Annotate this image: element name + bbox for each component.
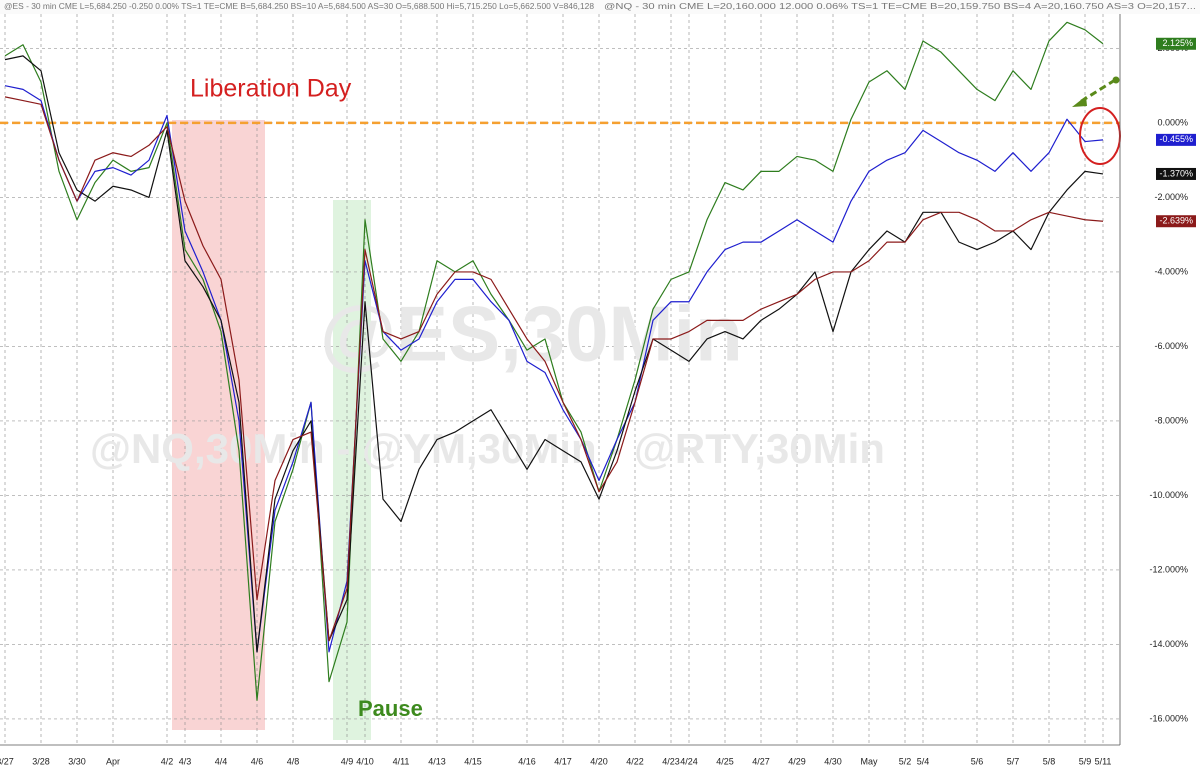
value-label-box xyxy=(1156,215,1196,228)
x-tick-label: 4/22 xyxy=(626,756,644,766)
y-tick-label: -8.000% xyxy=(1154,415,1188,425)
x-tick-label: 4/30 xyxy=(824,756,842,766)
value-label: -1.370% xyxy=(1159,168,1193,178)
x-tick-label: 5/4 xyxy=(917,756,930,766)
x-tick-label: 4/15 xyxy=(464,756,482,766)
x-tick-label: 4/3 xyxy=(179,756,192,766)
header-bar xyxy=(0,0,1200,14)
y-tick-label: -6.000% xyxy=(1154,341,1188,351)
series-line xyxy=(4,21,1104,701)
x-tick-label: 5/7 xyxy=(1007,756,1020,766)
x-tick-label: 5/11 xyxy=(1095,756,1112,766)
watermark: @ES,30Min xyxy=(320,290,743,378)
liberation-band xyxy=(172,120,265,730)
x-tick-label: Apr xyxy=(106,756,120,766)
x-tick-label: 4/20 xyxy=(590,756,608,766)
x-tick-label: 4/13 xyxy=(428,756,446,766)
value-label-box xyxy=(1156,133,1196,146)
value-label-box xyxy=(1156,167,1196,180)
x-tick-label: 5/6 xyxy=(971,756,984,766)
x-tick-label: 4/9 xyxy=(341,756,354,766)
series-line xyxy=(4,55,1104,653)
x-tick-label: 5/2 xyxy=(899,756,912,766)
x-tick-label: 4/6 xyxy=(251,756,264,766)
x-tick-label: 4/24 xyxy=(680,756,698,766)
x-tick-label: 4/11 xyxy=(393,756,410,766)
pause-band xyxy=(333,200,371,740)
arrow-tail xyxy=(1112,76,1120,84)
x-tick-label: 4/8 xyxy=(287,756,300,766)
y-tick-label: -2.000% xyxy=(1154,192,1188,202)
annotation: Liberation Day xyxy=(190,75,352,103)
x-tick-label: 4/17 xyxy=(554,756,572,766)
x-tick-label: May xyxy=(860,756,878,766)
watermark: @NQ,30Min - @YM,30Min - @RTY,30Min xyxy=(90,425,885,472)
value-label: -0.455% xyxy=(1159,134,1193,144)
x-tick-label: 3/30 xyxy=(68,756,86,766)
y-tick-label: -16.000% xyxy=(1149,713,1188,723)
y-tick-label: -10.000% xyxy=(1149,490,1188,500)
header-text: @NQ - 30 min CME L=20,160.000 12.000 0.0… xyxy=(604,2,1196,11)
y-tick-label: -12.000% xyxy=(1149,564,1188,574)
series-line xyxy=(4,85,1104,653)
value-label: -2.639% xyxy=(1159,216,1193,226)
x-tick-label: 4/4 xyxy=(215,756,228,766)
x-tick-label: 3/28 xyxy=(32,756,50,766)
y-tick-label: -14.000% xyxy=(1149,639,1188,649)
arrow-head xyxy=(1072,96,1087,107)
lines xyxy=(0,21,1120,701)
annotation: Pause xyxy=(358,696,423,721)
x-tick-label: 4/23 xyxy=(662,756,680,766)
x-tick-label: 5/9 xyxy=(1079,756,1092,766)
y-tick-label: 0.000% xyxy=(1157,117,1188,127)
value-label-box xyxy=(1156,37,1196,50)
x-tick-label: 4/27 xyxy=(752,756,770,766)
series-line xyxy=(4,96,1104,642)
x-tick-label: 3/27 xyxy=(0,756,14,766)
x-tick-label: 4/16 xyxy=(518,756,536,766)
x-tick-label: 4/25 xyxy=(716,756,734,766)
x-tick-label: 4/10 xyxy=(356,756,374,766)
x-tick-label: 4/2 xyxy=(161,756,174,766)
x-tick-label: 4/29 xyxy=(788,756,806,766)
x-tick-label: 5/8 xyxy=(1043,756,1056,766)
header-text: @ES - 30 min CME L=5,684.250 -0.250 0.00… xyxy=(4,2,595,11)
y-tick-label: -4.000% xyxy=(1154,266,1188,276)
value-label: 2.125% xyxy=(1162,38,1193,48)
